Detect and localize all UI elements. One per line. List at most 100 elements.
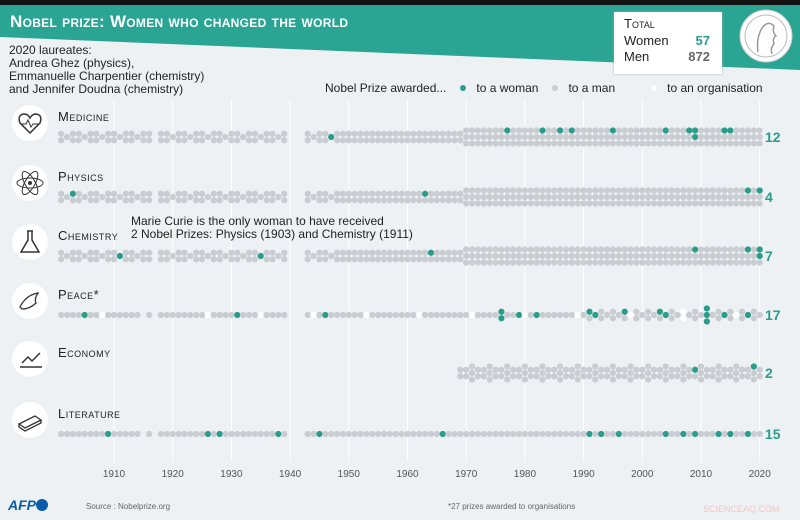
man-laureate-dot — [433, 256, 440, 263]
man-laureate-dot — [492, 311, 499, 319]
man-laureate-dot — [586, 246, 593, 253]
man-laureate-dot — [498, 133, 505, 141]
man-laureate-dot — [504, 430, 511, 438]
man-laureate-dot — [369, 137, 376, 144]
man-laureate-dot — [445, 256, 452, 263]
man-laureate-dot — [586, 193, 593, 201]
man-laureate-dot — [633, 308, 640, 315]
man-laureate-dot — [316, 190, 323, 197]
man-laureate-dot — [645, 363, 652, 370]
man-laureate-dot — [146, 197, 153, 204]
man-laureate-dot — [668, 315, 675, 322]
man-laureate-dot — [357, 130, 364, 137]
man-laureate-dot — [263, 130, 270, 137]
man-laureate-dot — [515, 373, 523, 380]
man-laureate-dot — [615, 373, 622, 380]
man-laureate-dot — [668, 140, 675, 147]
man-laureate-dot — [686, 246, 693, 253]
man-laureate-dot — [386, 256, 393, 263]
man-laureate-dot — [639, 187, 646, 194]
man-laureate-dot — [504, 246, 511, 253]
man-laureate-dot — [697, 311, 705, 319]
man-laureate-dot — [727, 373, 734, 380]
man-laureate-dot — [234, 430, 241, 438]
man-laureate-dot — [427, 197, 435, 204]
woman-laureate-dot — [568, 127, 575, 134]
man-laureate-dot — [463, 187, 470, 194]
man-laureate-dot — [433, 137, 440, 144]
man-laureate-dot — [87, 197, 94, 204]
man-laureate-dot — [750, 246, 757, 253]
man-laureate-dot — [504, 252, 511, 260]
category-label: Economy — [58, 345, 111, 360]
man-laureate-dot — [433, 249, 440, 256]
man-laureate-dot — [668, 308, 675, 315]
man-laureate-dot — [680, 200, 687, 207]
woman-laureate-dot — [692, 366, 699, 373]
man-laureate-dot — [375, 190, 382, 197]
man-laureate-dot — [744, 366, 752, 373]
man-laureate-dot — [87, 311, 94, 319]
man-laureate-dot — [515, 246, 523, 253]
man-laureate-dot — [662, 252, 669, 260]
man-laureate-dot — [633, 315, 640, 322]
man-laureate-dot — [269, 137, 276, 144]
man-laureate-dot — [328, 311, 335, 319]
man-laureate-dot — [510, 187, 517, 194]
woman-laureate-dot — [727, 127, 734, 134]
man-laureate-dot — [105, 190, 112, 197]
dove-icon — [12, 283, 48, 319]
man-laureate-dot — [58, 430, 65, 438]
man-laureate-dot — [339, 130, 347, 137]
women-count: 12 — [765, 129, 781, 145]
man-laureate-dot — [351, 430, 358, 438]
man-laureate-dot — [386, 137, 393, 144]
man-laureate-dot — [175, 190, 182, 197]
man-laureate-dot — [69, 256, 77, 263]
man-laureate-dot — [439, 190, 446, 197]
man-laureate-dot — [410, 130, 417, 137]
x-tick-label: 2010 — [689, 469, 713, 480]
man-laureate-dot — [105, 249, 112, 256]
man-laureate-dot — [416, 249, 423, 256]
man-laureate-dot — [621, 187, 628, 194]
man-laureate-dot — [510, 140, 517, 147]
man-laureate-dot — [333, 249, 341, 256]
man-laureate-dot — [668, 127, 675, 134]
man-laureate-dot — [715, 315, 722, 322]
man-laureate-dot — [93, 130, 100, 137]
man-laureate-dot — [627, 252, 634, 260]
man-laureate-dot — [492, 140, 499, 147]
man-laureate-dot — [721, 430, 728, 438]
man-laureate-dot — [369, 130, 376, 137]
man-laureate-dot — [680, 127, 687, 134]
man-laureate-dot — [686, 373, 693, 380]
man-laureate-dot — [639, 140, 646, 147]
man-laureate-dot — [715, 252, 722, 260]
woman-laureate-dot — [680, 430, 687, 438]
man-laureate-dot — [615, 366, 622, 373]
man-laureate-dot — [533, 140, 540, 147]
woman-laureate-dot — [692, 133, 699, 141]
man-laureate-dot — [380, 137, 388, 144]
man-laureate-dot — [63, 193, 71, 201]
man-laureate-dot — [316, 311, 323, 319]
man-laureate-dot — [609, 315, 617, 322]
man-laureate-dot — [668, 252, 675, 260]
woman-laureate-dot — [703, 311, 710, 319]
man-laureate-dot — [557, 363, 564, 370]
man-laureate-dot — [598, 246, 605, 253]
man-laureate-dot — [474, 311, 482, 319]
man-laureate-dot — [515, 193, 523, 201]
man-laureate-dot — [580, 127, 587, 134]
man-laureate-dot — [422, 430, 429, 438]
man-laureate-dot — [181, 190, 188, 197]
woman-laureate-dot — [756, 252, 763, 260]
man-laureate-dot — [410, 190, 417, 197]
man-laureate-dot — [369, 256, 376, 263]
man-laureate-dot — [697, 369, 705, 377]
man-laureate-dot — [627, 193, 634, 201]
man-laureate-dot — [234, 137, 241, 144]
man-laureate-dot — [703, 259, 710, 266]
man-laureate-dot — [621, 366, 628, 373]
